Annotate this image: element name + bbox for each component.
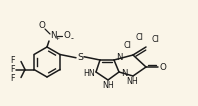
Text: F: F [10, 65, 14, 74]
Text: S: S [77, 53, 83, 62]
Text: Cl: Cl [151, 36, 159, 45]
Text: O: O [64, 31, 70, 40]
Text: NH: NH [102, 82, 114, 91]
Text: Cl: Cl [135, 33, 143, 43]
Text: -: - [70, 34, 73, 43]
Text: +: + [54, 36, 60, 42]
Text: F: F [10, 56, 14, 65]
Text: N: N [50, 31, 56, 40]
Text: F: F [10, 74, 14, 83]
Text: N: N [121, 68, 127, 77]
Text: N: N [116, 52, 122, 61]
Text: O: O [160, 63, 167, 72]
Text: O: O [39, 22, 45, 31]
Text: HN: HN [83, 68, 95, 77]
Text: Cl: Cl [123, 42, 131, 50]
Text: NH: NH [126, 77, 138, 86]
